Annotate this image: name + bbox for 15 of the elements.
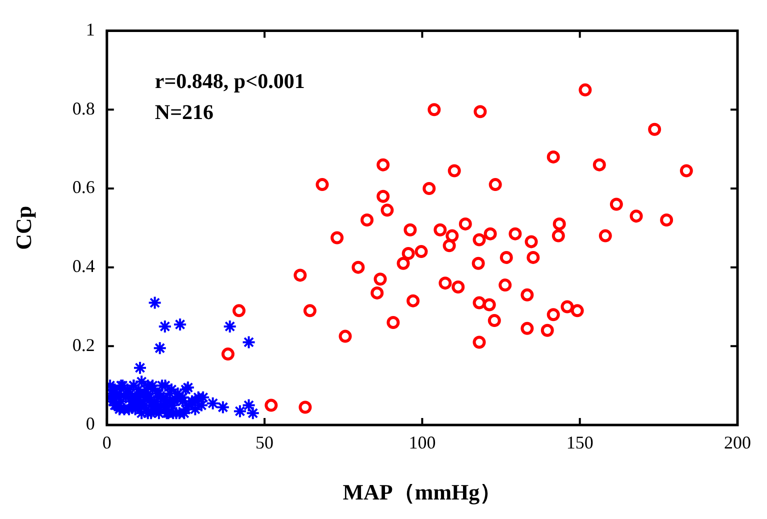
y-tick-label: 0.8 <box>72 98 95 118</box>
x-tick-label: 200 <box>724 432 751 453</box>
x-tick-label: 0 <box>102 432 112 453</box>
y-tick-label: 0 <box>86 414 95 434</box>
y-tick-label: 0.4 <box>72 256 95 276</box>
y-tick-label: 1 <box>86 20 95 40</box>
y-tick-label: 0.2 <box>72 334 95 355</box>
x-tick-label: 50 <box>256 432 274 453</box>
x-tick-label: 150 <box>566 432 594 453</box>
x-tick-label: 100 <box>408 432 436 453</box>
y-tick-label: 0.6 <box>72 177 95 198</box>
y-axis-title: CCp <box>10 206 36 250</box>
annotation: r=0.848, p<0.001 <box>154 69 305 94</box>
annotation: N=216 <box>154 100 214 124</box>
x-axis-title: MAP（mmHg） <box>342 479 502 504</box>
